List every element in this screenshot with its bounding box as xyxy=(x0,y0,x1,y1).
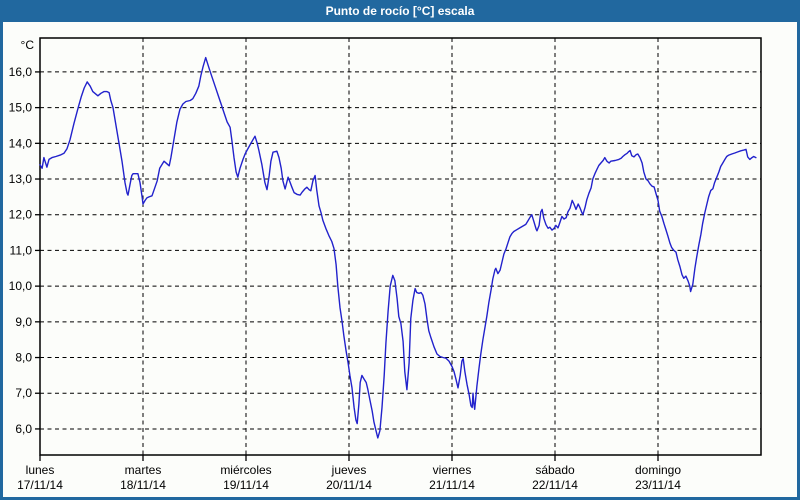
x-tick-date-label: 22/11/14 xyxy=(532,478,578,492)
y-tick-label: 11,0 xyxy=(10,243,33,257)
x-tick-day-label: martes xyxy=(125,463,162,477)
x-tick-date-label: 23/11/14 xyxy=(635,478,681,492)
dew-point-line xyxy=(39,56,757,439)
window-title: Punto de rocío [°C] escala xyxy=(325,4,475,18)
y-tick-label: 12,0 xyxy=(9,208,33,222)
x-tick-day-label: miércoles xyxy=(220,463,271,477)
y-tick-label: 6,0 xyxy=(15,422,32,436)
x-tick-day-label: sábado xyxy=(535,463,575,477)
plot-border xyxy=(39,37,762,456)
y-tick-label: 14,0 xyxy=(9,136,33,150)
x-tick-date-label: 20/11/14 xyxy=(326,478,372,492)
x-tick-date-label: 18/11/14 xyxy=(120,478,166,492)
x-tick-day-label: domingo xyxy=(635,463,681,477)
title-bar: Punto de rocío [°C] escala xyxy=(0,0,800,22)
y-tick-label: 13,0 xyxy=(9,172,33,186)
y-tick-label: 10,0 xyxy=(9,279,33,293)
x-tick-date-label: 17/11/14 xyxy=(17,478,63,492)
y-tick-label: 16,0 xyxy=(9,65,33,79)
x-tick-date-label: 19/11/14 xyxy=(223,478,269,492)
chart-background xyxy=(3,22,797,497)
x-tick-day-label: jueves xyxy=(331,463,367,477)
x-tick-date-label: 21/11/14 xyxy=(429,478,475,492)
y-unit-label: °C xyxy=(21,38,35,52)
x-tick-day-label: lunes xyxy=(26,463,55,477)
y-tick-label: 9,0 xyxy=(15,315,32,329)
y-tick-label: 7,0 xyxy=(15,386,32,400)
y-tick-label: 8,0 xyxy=(15,351,32,365)
x-tick-day-label: viernes xyxy=(433,463,472,477)
y-tick-label: 15,0 xyxy=(9,101,33,115)
